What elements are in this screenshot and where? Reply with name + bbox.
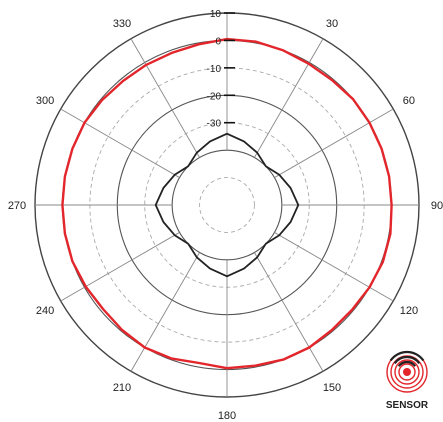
logo-ring (398, 363, 416, 381)
polar-grid (34, 12, 420, 398)
angle-tick-label: 150 (323, 382, 341, 394)
series-line-2 (154, 132, 300, 278)
series-layer (61, 37, 393, 370)
angular-grid-spoke (60, 108, 180, 178)
logo-arc (397, 360, 417, 367)
sensor-logo: SENSOR (386, 350, 429, 411)
angle-tick-label: 30 (326, 18, 338, 30)
angular-grid-spoke (130, 38, 200, 158)
angular-grid-spoke (274, 108, 394, 178)
radial-tick-label: -30 (207, 119, 222, 130)
logo-ring (394, 359, 420, 385)
angle-tick-label: 90 (431, 200, 443, 212)
angle-tick-labels: 30 60 90 120 150 180 210 240 270 300 330 (8, 18, 443, 422)
angular-grid-spoke (274, 232, 394, 302)
sensor-logo-text: SENSOR (386, 400, 429, 411)
angular-grid-spoke (60, 232, 180, 302)
angular-grid-spoke (254, 252, 324, 372)
logo-arc (393, 355, 421, 365)
angular-grid-spoke (130, 252, 200, 372)
radial-tick-label: -10 (207, 64, 222, 75)
radial-tick-label: 10 (210, 9, 222, 20)
angle-tick-label: 330 (113, 18, 131, 30)
radial-tick-label: -20 (207, 91, 222, 102)
radial-grid-ring (199, 177, 255, 233)
angle-tick-label: 270 (8, 200, 26, 212)
logo-arc (389, 350, 425, 362)
angle-tick-label: 180 (218, 410, 236, 422)
series-line-1 (61, 37, 393, 370)
sensor-logo-rings (386, 350, 428, 393)
angle-tick-label: 240 (36, 305, 54, 317)
angle-tick-label: 300 (36, 95, 54, 107)
radial-tick-label: 0 (215, 36, 221, 47)
angle-tick-label: 120 (400, 305, 418, 317)
logo-dot (403, 368, 411, 376)
angle-tick-label: 60 (403, 95, 415, 107)
angular-grid-spoke (254, 38, 324, 158)
radial-tick-labels: 10 0 -10 -20 -30 (207, 9, 235, 130)
angle-tick-label: 210 (113, 382, 131, 394)
